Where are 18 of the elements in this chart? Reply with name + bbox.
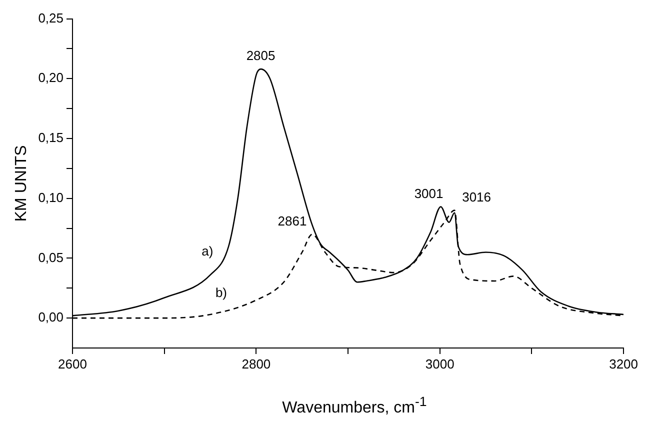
y-tick-label: 0,10 (38, 190, 64, 205)
x-tick-label: 3000 (425, 356, 454, 372)
x-tick-label: 3200 (609, 356, 638, 372)
x-tick-label: 2800 (242, 356, 271, 372)
annotation: 2861 (278, 213, 307, 228)
y-axis-title: KM UNITS (13, 145, 30, 222)
annotation: 3001 (414, 186, 444, 201)
y-tick-label: 0,25 (38, 10, 64, 26)
x-axis-title: Wavenumbers, cm$^{-1}$ (281, 394, 428, 418)
y-tick-label: 0,20 (38, 70, 64, 86)
annotation: a) (202, 243, 214, 258)
annotation: 2805 (246, 48, 276, 64)
annotation: 3016 (462, 189, 492, 204)
y-tick-label: 0,05 (38, 250, 64, 265)
y-tick-label: 0,15 (38, 130, 64, 146)
annotation: b) (215, 285, 228, 300)
y-tick-label: 0,00 (38, 310, 64, 325)
x-tick-label: 2600 (58, 356, 87, 372)
